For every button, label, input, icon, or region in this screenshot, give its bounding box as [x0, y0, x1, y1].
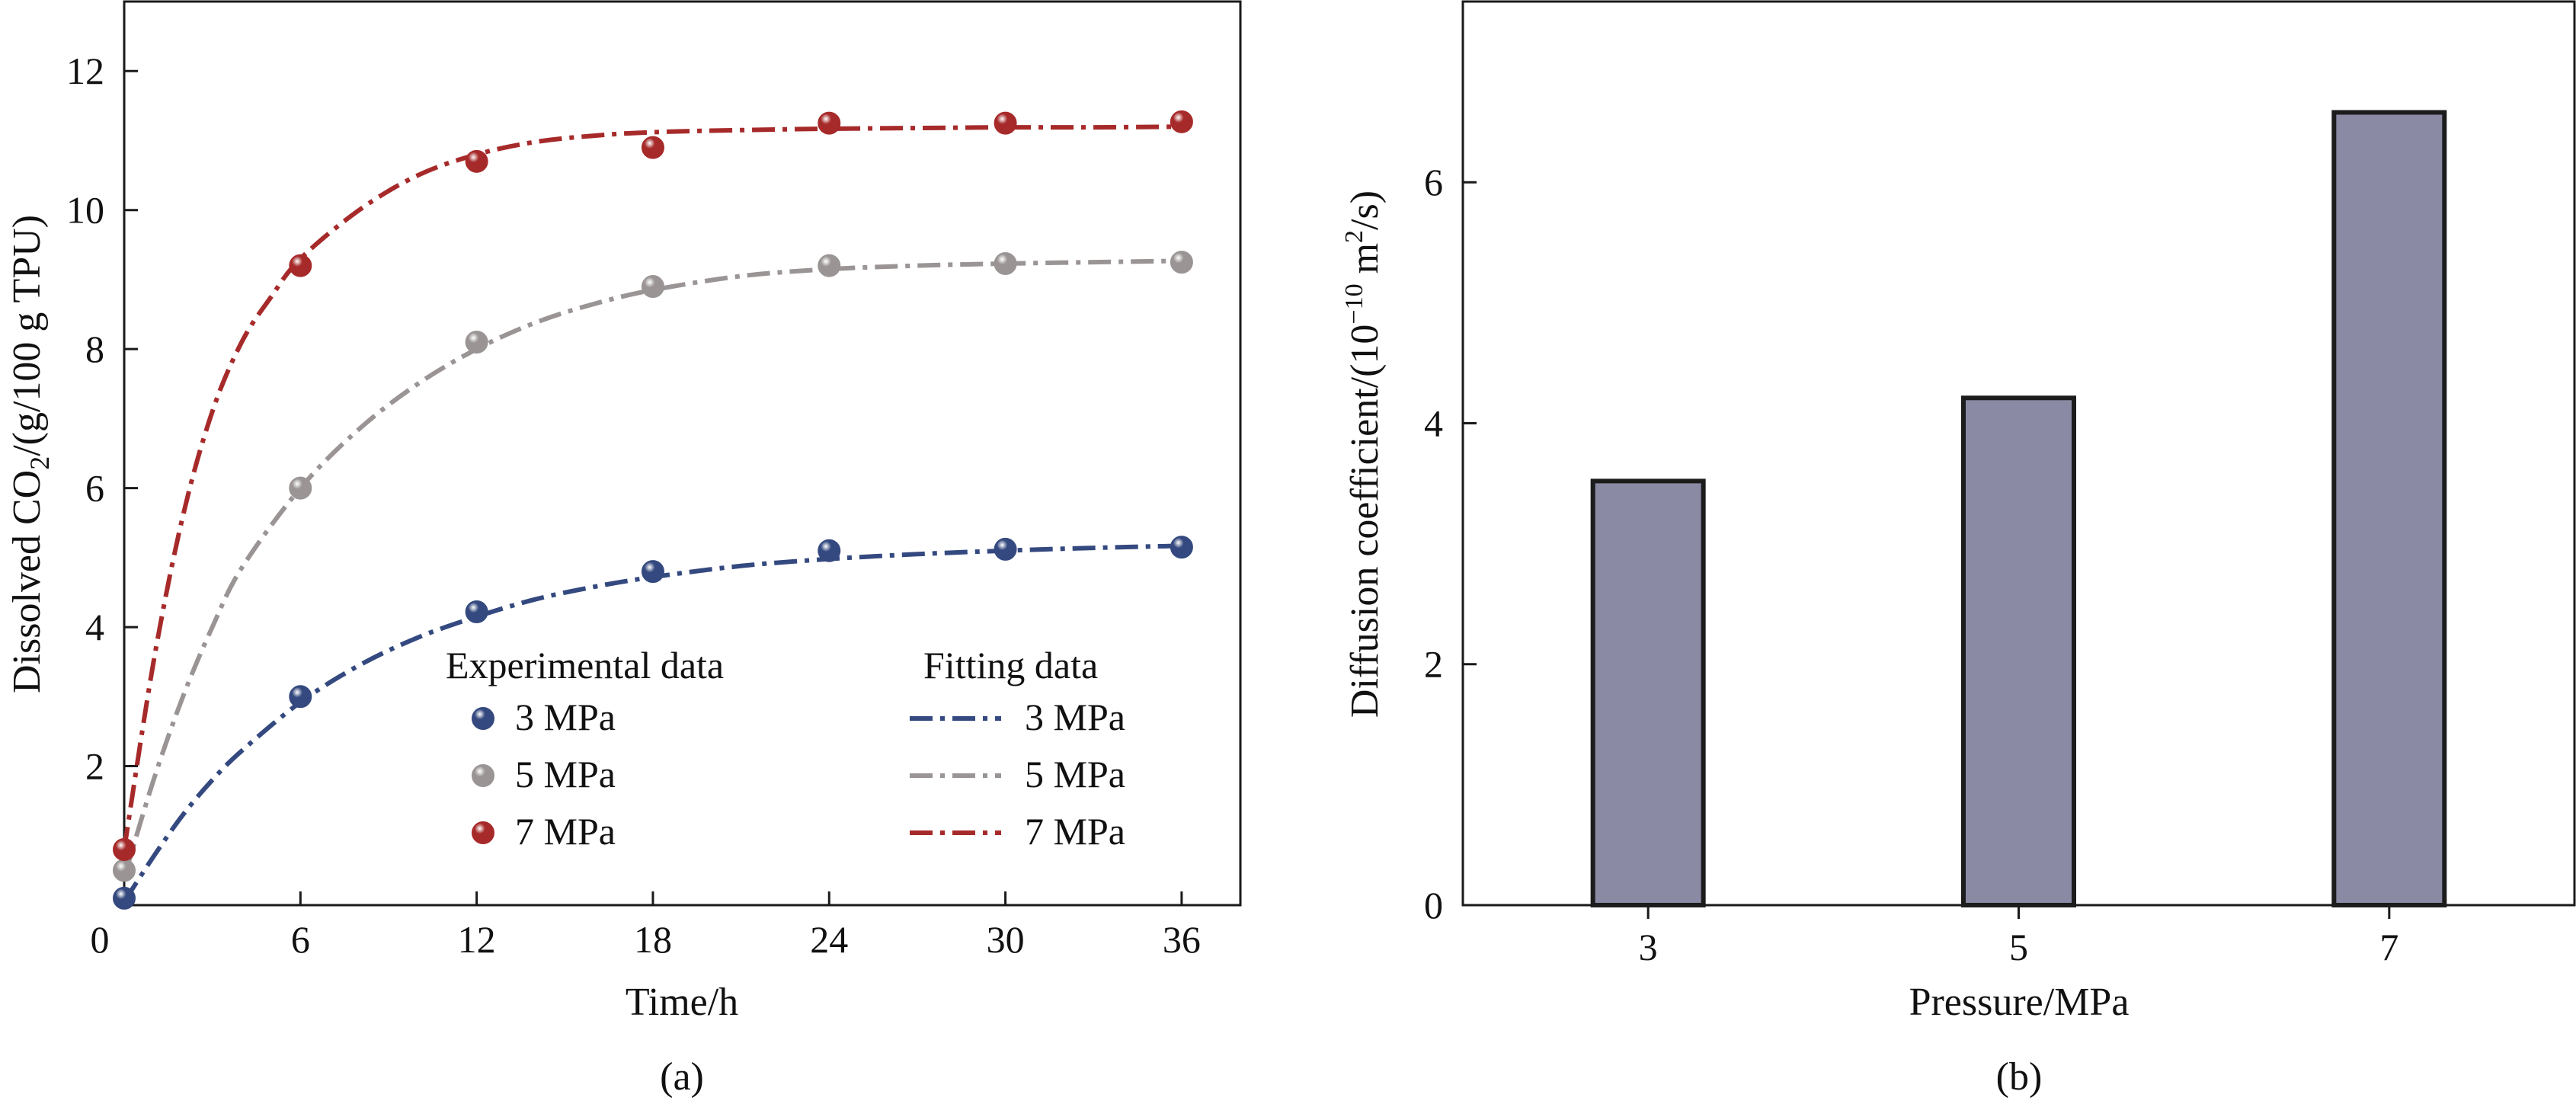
panel-b-ticks: 0 2 4 6 3 5 7 — [1424, 161, 2398, 968]
legend-experimental-title: Experimental data — [446, 644, 724, 686]
data-point — [113, 886, 136, 910]
y-tick-label: 4 — [85, 606, 104, 648]
y-tick-label: 4 — [1424, 402, 1443, 444]
legend-fit-label: 3 MPa — [1025, 696, 1125, 738]
y-tick-label: 2 — [1424, 643, 1443, 686]
legend-fit-label: 7 MPa — [1025, 810, 1125, 853]
panel-b-label: (b) — [1996, 1055, 2043, 1099]
panel-a-legend: Experimental data Fitting data 3 MPa 3 MP… — [446, 644, 1125, 853]
legend-marker — [472, 764, 494, 787]
data-point — [113, 838, 136, 862]
data-point — [818, 111, 841, 135]
panel-a-ylabel: Dissolved CO2/(g/100 g TPU) — [5, 215, 55, 693]
legend-marker — [472, 707, 494, 730]
legend-exp-label: 5 MPa — [515, 753, 616, 795]
data-point — [994, 251, 1017, 275]
data-point — [289, 685, 312, 709]
y-tick-label: 6 — [85, 467, 104, 510]
x-tick-label: 12 — [458, 918, 496, 961]
panel-a-plot-frame — [123, 0, 1242, 907]
y-tick-label: 12 — [66, 50, 104, 92]
data-point — [465, 600, 488, 624]
x-tick-label: 24 — [810, 918, 848, 961]
data-point — [289, 476, 312, 500]
panel-b-bars — [1590, 110, 2447, 907]
panel-b-ylabel-main: Diffusion coefficient/(10 — [1343, 325, 1387, 718]
x-tick-label: 18 — [634, 918, 672, 961]
y-tick-label: 8 — [85, 328, 104, 370]
data-point — [641, 275, 664, 299]
data-point — [818, 254, 841, 277]
y-tick-label: 6 — [1424, 161, 1443, 203]
panel-a-label: (a) — [660, 1055, 704, 1099]
x-tick-label: 36 — [1163, 918, 1201, 961]
panel-a-data-points — [113, 110, 1193, 910]
data-point — [1170, 110, 1193, 133]
x-tick-label: 7 — [2379, 926, 2398, 968]
legend-exp-label: 3 MPa — [515, 696, 616, 738]
x-tick-label: 6 — [291, 918, 310, 961]
panel-a-fit-lines — [122, 124, 1182, 904]
bar-3-mpa — [1590, 478, 1706, 907]
x-tick-label: 0 — [91, 918, 110, 961]
data-point — [994, 111, 1017, 135]
panel-a-ylabel-subscript: 2 — [24, 456, 55, 470]
panel-b-ylabel-sup1: −10 — [1340, 283, 1368, 324]
legend-fit-label: 5 MPa — [1025, 753, 1125, 795]
panel-b-xlabel: Pressure/MPa — [1909, 981, 2130, 1024]
x-tick-label: 3 — [1639, 926, 1658, 968]
data-point — [641, 136, 664, 159]
fit-line-3-mpa — [122, 543, 1182, 904]
legend-rows: 3 MPa 3 MPa 5 MPa 5 MPa 7 MPa 7 MPa — [472, 696, 1125, 853]
data-point — [1170, 536, 1193, 559]
data-point — [994, 537, 1017, 561]
bar-7-mpa — [2331, 110, 2447, 907]
panel-b-ylabel: Diffusion coefficient/(10−10 m2/s) — [1340, 190, 1387, 718]
x-tick-label: 5 — [2009, 926, 2028, 968]
fit-line-7-mpa — [122, 124, 1182, 850]
x-tick-label: 30 — [987, 918, 1025, 961]
data-point — [465, 331, 488, 354]
legend-marker — [472, 821, 494, 844]
panel-b-ylabel-sup2: 2 — [1340, 230, 1368, 243]
fit-line-5-mpa — [122, 258, 1182, 878]
panel-a-ylabel-main: Dissolved CO — [5, 470, 49, 693]
y-tick-label: 0 — [1424, 884, 1443, 926]
y-tick-label: 10 — [66, 189, 104, 232]
data-point — [113, 859, 136, 882]
panel-b-ylabel-rest: /s) — [1343, 190, 1387, 230]
data-point — [641, 560, 664, 584]
data-point — [818, 539, 841, 562]
data-point — [1170, 251, 1193, 274]
legend-exp-label: 7 MPa — [515, 810, 616, 853]
legend-fitting-title: Fitting data — [923, 644, 1098, 686]
data-point — [465, 149, 488, 173]
panel-b-ylabel-mid: m — [1343, 243, 1387, 283]
bar-5-mpa — [1961, 395, 2076, 907]
panel-a-xlabel: Time/h — [626, 981, 738, 1024]
panel-a-ylabel-rest: /(g/100 g TPU) — [5, 215, 49, 456]
data-point — [289, 254, 312, 277]
y-tick-label: 2 — [85, 745, 104, 788]
